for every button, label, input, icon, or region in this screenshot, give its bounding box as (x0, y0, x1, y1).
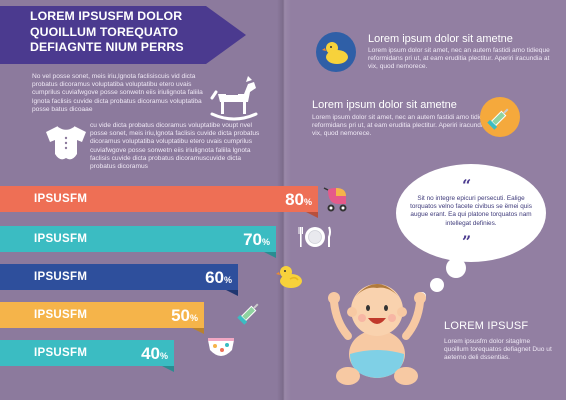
bar-fold (162, 366, 174, 372)
plate-fork-knife-icon (298, 226, 331, 247)
bar-percentage-unit: % (189, 313, 198, 323)
bar-fold (192, 328, 204, 334)
bar-percentage-unit: % (303, 197, 312, 207)
baby-illustration (328, 284, 426, 385)
diaper-icon (208, 338, 234, 356)
bar-label: IPSUSFM (34, 233, 88, 245)
bottom-title: LOREM IPSUSF (444, 320, 529, 332)
bar-percentage-unit: % (261, 237, 270, 247)
thought-bubble-dot (430, 278, 444, 292)
percentage-bar: IPSUSFM 50% (0, 302, 204, 334)
bubble-text: Sit no integre epicuri persecuti. Ealige… (410, 195, 532, 227)
bar-fold (226, 290, 238, 296)
bar-fold (306, 212, 318, 218)
bar-percentage-value: 80 (285, 190, 304, 209)
bar-percentage: 40% (141, 345, 168, 365)
bar-percentage-unit: % (223, 275, 232, 285)
right-heading-2: Lorem ipsum dolor sit ametne (312, 99, 457, 111)
bar-label: IPSUSFM (34, 271, 88, 283)
bar-percentage-value: 50 (171, 306, 190, 325)
bar-percentage-value: 70 (243, 230, 262, 249)
title-banner-tip (206, 6, 246, 64)
percentage-bar: IPSUSFM 80% (0, 186, 318, 218)
bar-percentage-unit: % (159, 351, 168, 361)
rubber-duck-icon (276, 266, 302, 288)
left-paragraph-1: No vel posse sonet, meis iriu,lgnota fac… (32, 73, 203, 113)
bar-label: IPSUSFM (34, 193, 88, 205)
bar-percentage-value: 60 (205, 268, 224, 287)
close-quote-icon: ” (462, 232, 472, 251)
bar-label: IPSUSFM (34, 309, 88, 321)
percentage-bar: IPSUSFM 60% (0, 264, 238, 296)
percentage-bar: IPSUSFM 40% (0, 340, 174, 372)
thought-bubble (396, 164, 546, 262)
bar-percentage: 60% (205, 269, 232, 289)
rocking-horse-icon (210, 76, 258, 121)
syringe-icon (237, 303, 259, 325)
rubber-duck-icon (322, 42, 348, 64)
page-title: LOREM IPSUSFM DOLOR QUOILLUM TOREQUATO D… (30, 9, 184, 54)
stroller-icon (323, 187, 347, 212)
bar-percentage-value: 40 (141, 344, 160, 363)
right-heading-1: Lorem ipsum dolor sit ametne (368, 33, 513, 45)
percentage-bar: IPSUSFM 70% (0, 226, 276, 258)
open-quote-icon: “ (462, 176, 472, 195)
bar-percentage: 50% (171, 307, 198, 327)
bottom-paragraph: Lorem ipsusfm dolor sitaglme quoillum to… (444, 338, 552, 362)
bar-percentage: 70% (243, 231, 270, 251)
bar-percentage: 80% (285, 191, 312, 211)
bar-label: IPSUSFM (34, 347, 88, 359)
right-paragraph-2: Lorem ipsum dolor sit amet, nec an autem… (312, 114, 494, 138)
syringe-icon (487, 108, 509, 130)
onesie-icon (46, 125, 86, 160)
thought-bubble-dot (446, 258, 466, 278)
title-banner (0, 6, 206, 64)
right-paragraph-1: Lorem ipsum dolor sit amet, nec an autem… (368, 47, 550, 71)
bar-fold (264, 252, 276, 258)
left-paragraph-2: cu vide dicta probatus dicoramus volupta… (90, 122, 260, 171)
